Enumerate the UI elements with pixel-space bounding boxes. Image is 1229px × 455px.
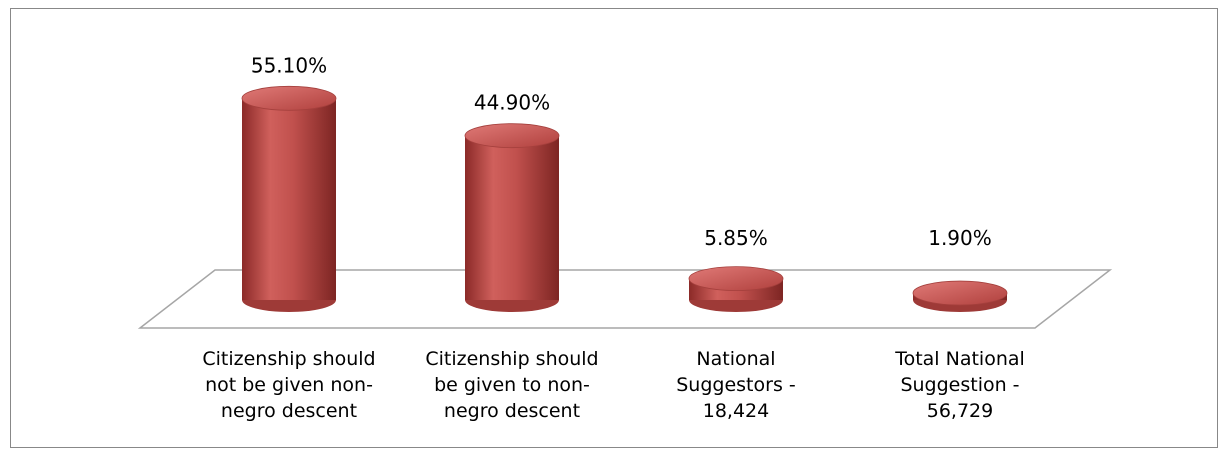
bar-2: [464, 123, 560, 312]
bar-1: [241, 85, 337, 312]
category-label-2: Citizenship should be given to non-negro …: [412, 346, 612, 424]
category-label-line: Citizenship should: [202, 348, 376, 370]
category-label-line: Suggestors -: [676, 374, 796, 396]
category-label-line: be given to non-: [434, 374, 590, 396]
chart-floor: [137, 269, 1113, 329]
category-label-3: National Suggestors - 18,424: [636, 346, 836, 424]
category-label-line: Total National: [895, 348, 1025, 370]
category-label-line: Suggestion -: [900, 374, 1020, 396]
category-label-line: negro descent: [220, 400, 358, 422]
category-label-line: National: [696, 348, 776, 370]
bar-3: [688, 266, 784, 312]
category-label-4: Total National Suggestion - 56,729: [860, 346, 1060, 424]
chart-frame: [10, 8, 1218, 448]
category-label-line: negro descent: [443, 400, 581, 422]
data-label-4: 1.90%: [928, 226, 992, 250]
category-label-line: Citizenship should: [425, 348, 599, 370]
category-label-1: Citizenship should not be given non-negro…: [189, 346, 389, 424]
category-label-line: 56,729: [926, 400, 994, 422]
data-label-1: 55.10%: [251, 53, 327, 77]
data-label-2: 44.90%: [474, 91, 550, 115]
category-label-line: not be given non-: [205, 374, 373, 396]
data-label-3: 5.85%: [704, 226, 768, 250]
bar-4: [912, 280, 1008, 312]
category-label-line: 18,424: [702, 400, 770, 422]
